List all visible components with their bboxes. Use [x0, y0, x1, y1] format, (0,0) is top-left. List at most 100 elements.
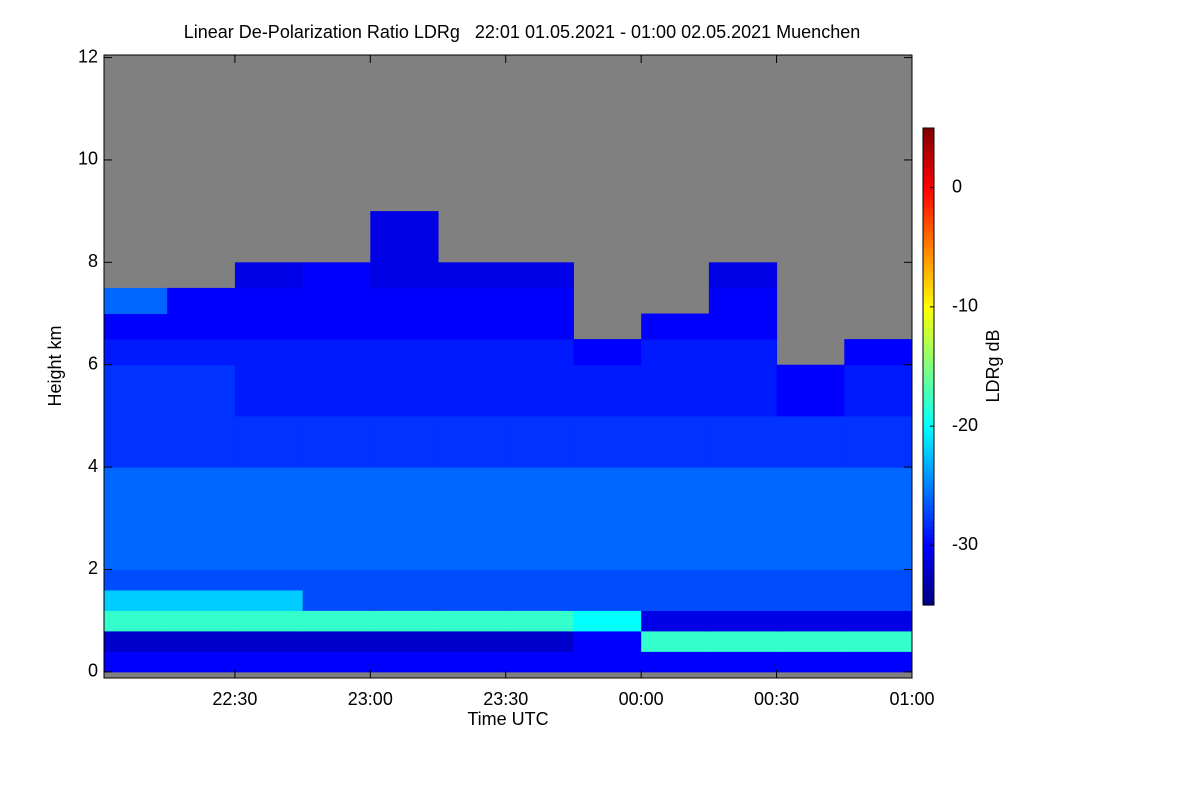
colorbar-segment [923, 398, 934, 403]
colorbar-segment [923, 585, 934, 590]
heat-cell [438, 287, 507, 315]
heat-cell [573, 569, 642, 591]
heat-cell [844, 364, 913, 417]
heat-cell [234, 589, 304, 611]
heat-cell [302, 364, 371, 417]
colorbar-segment [923, 227, 934, 232]
colorbar-segment [923, 533, 934, 539]
colorbar-segment [923, 350, 934, 356]
heat-cell [370, 518, 439, 570]
colorbar-segment [923, 243, 934, 248]
colorbar-tick-label: -10 [952, 296, 978, 316]
heat-cell [844, 630, 913, 652]
colorbar-segment [923, 251, 934, 256]
heat-cell [302, 651, 371, 673]
colorbar-segment [923, 422, 934, 427]
heat-cell [573, 467, 642, 519]
colorbar-segment [923, 171, 934, 177]
heat-cell [167, 630, 236, 652]
colorbar-segment [923, 231, 934, 236]
y-tick-label: 6 [88, 353, 98, 373]
heat-cell [370, 589, 439, 611]
heat-cell [167, 518, 236, 570]
colorbar-segment [923, 565, 934, 570]
heat-cell [234, 630, 304, 652]
colorbar-segment [923, 473, 934, 479]
colorbar-segment [923, 310, 934, 316]
colorbar-segment [923, 326, 934, 332]
heat-cell [844, 339, 913, 366]
chart-title: Linear De-Polarization Ratio LDRg 22:01 … [184, 22, 860, 42]
colorbar-segment [923, 497, 934, 503]
colorbar-segment [923, 477, 934, 483]
heat-cell [234, 610, 304, 632]
colorbar-segment [923, 537, 934, 542]
colorbar-segment [923, 545, 934, 550]
colorbar-segment [923, 287, 934, 292]
heat-cell [104, 518, 168, 570]
heat-cell [708, 364, 778, 417]
heat-cell [234, 467, 304, 519]
heat-cell [505, 287, 574, 315]
colorbar-segment [923, 199, 934, 205]
colorbar-segment [923, 402, 934, 407]
heat-cell [234, 364, 304, 417]
heat-cell [708, 415, 778, 468]
heat-cell [505, 569, 574, 591]
heat-cell [104, 569, 168, 591]
colorbar-frame [922, 127, 935, 606]
colorbar-segment [923, 513, 934, 519]
colorbar-segment [923, 207, 934, 213]
heat-cell [708, 610, 778, 632]
heat-cell [505, 364, 574, 417]
heat-cell [104, 467, 168, 519]
colorbar-segment [923, 175, 934, 181]
colorbar-segment [923, 553, 934, 558]
heat-cell [505, 415, 574, 468]
heat-cell [438, 610, 507, 632]
heat-cell [167, 651, 236, 673]
heat-cell [438, 415, 507, 468]
colorbar-segment [923, 386, 934, 391]
colorbar-segment [923, 298, 934, 304]
colorbar-segment [923, 191, 934, 197]
colorbar-segment [923, 493, 934, 499]
heat-cell [573, 589, 642, 611]
heat-cell [505, 518, 574, 570]
heat-cell [167, 313, 236, 340]
y-tick-label: 8 [88, 251, 98, 271]
colorbar-segment [923, 131, 934, 137]
colorbar-segment [923, 342, 934, 348]
heat-cell [167, 287, 236, 315]
colorbar-segment [923, 259, 934, 264]
colorbar-segment [923, 509, 934, 515]
colorbar-segment [923, 601, 934, 606]
heat-cell [370, 262, 439, 289]
y-tick-label: 0 [88, 661, 98, 681]
colorbar-segment [923, 302, 934, 308]
colorbar-segment [923, 271, 934, 276]
heat-cell [573, 364, 642, 417]
colorbar-segment [923, 163, 934, 169]
heat-cell [844, 467, 913, 519]
colorbar-segment [923, 322, 934, 328]
colorbar-segment [923, 485, 934, 491]
heat-cell [708, 518, 778, 570]
heat-cell [234, 569, 304, 591]
colorbar-segment [923, 577, 934, 582]
colorbar-segment [923, 290, 934, 296]
heat-cell [573, 518, 642, 570]
heat-cell [505, 651, 574, 673]
heat-cell [776, 415, 845, 468]
colorbar-tick-label: -20 [952, 415, 978, 435]
heat-cell [776, 651, 845, 673]
heat-cell [573, 651, 642, 673]
heat-cell [776, 589, 845, 611]
colorbar-segment [923, 195, 934, 201]
heat-cell [370, 287, 439, 315]
heat-cell [641, 467, 710, 519]
heat-cell [573, 339, 642, 366]
colorbar-segment [923, 354, 934, 360]
colorbar-segment [923, 505, 934, 511]
